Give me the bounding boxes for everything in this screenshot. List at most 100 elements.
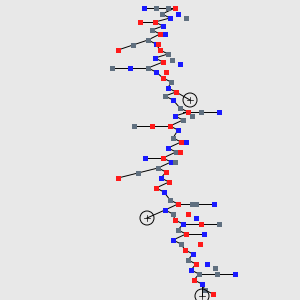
Bar [170,136,175,140]
Bar [154,41,158,46]
Bar [164,169,169,175]
Bar [190,251,196,256]
Bar [182,248,188,253]
Bar [197,242,202,247]
Bar [173,89,178,94]
Bar [178,140,184,145]
Bar [178,149,182,154]
Bar [167,197,172,202]
Bar [167,179,172,184]
Bar [155,41,160,46]
Bar [146,38,151,43]
Bar [176,227,181,232]
Bar [170,212,175,217]
Bar [194,262,199,266]
Bar [181,221,185,226]
Bar [142,155,148,160]
Bar [169,80,173,85]
Bar [163,94,167,98]
Bar [158,47,163,52]
Bar [196,272,202,277]
Bar [176,202,181,206]
Bar [163,208,167,212]
Bar [176,128,181,133]
Bar [163,32,167,37]
Bar [116,176,121,181]
Bar [202,287,208,292]
Bar [142,5,146,10]
Bar [154,70,158,74]
Bar [116,47,121,52]
Bar [205,262,209,266]
Bar [185,257,190,262]
Bar [190,113,194,119]
Bar [149,28,154,32]
Bar [167,16,172,20]
Bar [212,202,217,206]
Bar [128,65,133,70]
Bar [161,190,166,194]
Bar [170,98,175,103]
Bar [212,266,217,271]
Bar [172,113,178,119]
Bar [184,16,188,20]
Bar [149,124,154,128]
Bar [136,170,140,175]
Bar [169,160,173,164]
Bar [110,65,115,70]
Bar [158,176,164,181]
Bar [154,185,158,190]
Bar [199,110,203,115]
Bar [167,124,172,128]
Bar [191,278,196,283]
Bar [158,32,163,37]
Bar [169,58,175,62]
Bar [170,238,175,242]
Bar [211,292,215,296]
Bar [166,146,170,151]
Bar [167,179,172,184]
Bar [137,20,142,25]
Bar [176,11,181,16]
Bar [184,140,188,145]
Bar [160,23,166,28]
Bar [202,232,206,236]
Bar [146,65,151,70]
Bar [130,43,136,47]
Bar [152,20,158,25]
Bar [166,52,170,56]
Bar [178,242,184,247]
Bar [172,160,178,164]
Bar [194,202,199,206]
Bar [199,221,203,226]
Bar [232,272,238,277]
Bar [164,70,169,74]
Bar [131,124,136,128]
Bar [185,212,190,217]
Bar [173,149,178,154]
Bar [217,110,221,115]
Bar [160,11,164,16]
Bar [172,218,178,223]
Bar [217,221,221,226]
Bar [211,292,215,296]
Bar [178,106,182,110]
Bar [172,5,178,10]
Bar [185,110,190,115]
Bar [214,272,220,277]
Bar [188,268,194,272]
Bar [155,166,160,170]
Bar [184,232,188,236]
Bar [160,155,166,160]
Bar [160,76,166,80]
Bar [152,56,158,61]
Bar [154,5,158,10]
Bar [181,118,185,122]
Bar [160,59,166,64]
Bar [190,202,194,206]
Bar [166,5,170,10]
Bar [194,215,199,220]
Bar [200,281,205,286]
Bar [166,85,170,91]
Bar [178,61,182,67]
